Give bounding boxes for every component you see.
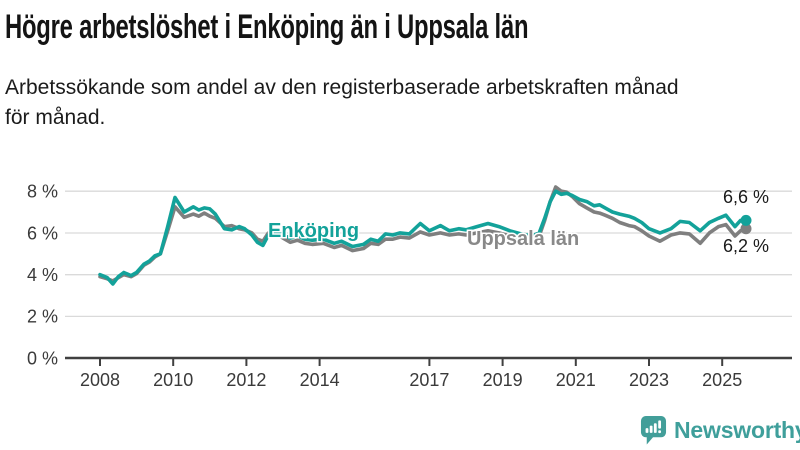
x-label-2017: 2017 (409, 370, 449, 390)
uppsala-series-label: Uppsala län (467, 228, 579, 250)
x-label-2025: 2025 (702, 370, 742, 390)
y-axis-labels: 8 % 6 % 4 % 2 % 0 % (27, 182, 58, 369)
newsworthy-logo: Newsworthy (640, 413, 800, 447)
x-label-2019: 2019 (483, 370, 523, 390)
bar-tall (653, 422, 657, 433)
x-label-2021: 2021 (556, 370, 596, 390)
bar-chart-glyph (645, 419, 662, 433)
page-title-text: Högre arbetslöshet i Enköping än i Uppsa… (5, 8, 529, 46)
y-label-2: 2 % (27, 307, 58, 327)
newsworthy-wordmark: Newsworthy (674, 416, 800, 443)
y-label-8: 8 % (27, 182, 58, 202)
y-label-6: 6 % (27, 223, 58, 243)
x-label-2023: 2023 (629, 370, 669, 390)
bar-medium (649, 425, 653, 433)
x-label-2010: 2010 (153, 370, 193, 390)
x-label-2012: 2012 (226, 370, 266, 390)
page-title: Högre arbetslöshet i Enköping än i Uppsa… (5, 9, 753, 45)
x-ticks (99, 358, 724, 366)
x-label-2014: 2014 (300, 370, 340, 390)
y-label-0: 0 % (27, 348, 58, 368)
speech-bubble-shape (640, 415, 667, 444)
bar-small (645, 427, 649, 433)
x-label-2008: 2008 (80, 370, 120, 390)
chart-subtitle: Arbetssökande som andel av den registerb… (5, 76, 679, 129)
enkoping-end-value: 6,6 % (723, 187, 769, 207)
uppsala-end-dot (740, 223, 752, 235)
exclamation-stem (658, 419, 662, 429)
uppsala-line (98, 185, 748, 283)
uppsala-end-value: 6,2 % (723, 236, 769, 256)
enkoping-series-label: Enköping (268, 220, 359, 242)
y-label-4: 4 % (27, 265, 58, 285)
enkoping-line (98, 189, 748, 286)
enkoping-end-dot (740, 214, 752, 226)
newsworthy-icon (640, 415, 667, 444)
x-axis-labels: 2008 2010 2012 2014 2017 2019 2021 2023 … (80, 370, 742, 390)
exclamation-dot (658, 429, 662, 433)
